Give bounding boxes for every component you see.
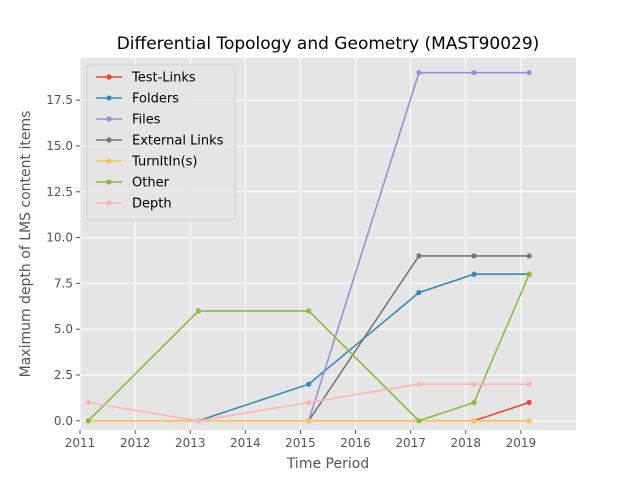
legend-label-other: Other	[132, 176, 170, 191]
legend-marker-other	[106, 179, 112, 185]
series-line-files	[307, 71, 530, 422]
legend-marker-turnitin-s	[106, 158, 112, 164]
x-tick-label: 2018	[451, 436, 482, 450]
y-tick-label: 15.0	[46, 139, 73, 153]
series-line-depth	[88, 383, 530, 422]
data-point-depth	[85, 399, 91, 406]
x-tick-label: 2015	[285, 436, 316, 450]
x-tick-label: 2011	[65, 436, 96, 450]
legend: Test-Links Folders Files External Links Turn…	[86, 64, 236, 221]
series-other	[85, 271, 532, 424]
data-point-folders	[416, 289, 422, 296]
x-tick-label: 2012	[120, 436, 151, 450]
legend-marker-test-links	[106, 74, 112, 80]
data-point-folders	[306, 381, 312, 387]
data-point-depth	[471, 381, 477, 387]
data-point-files	[526, 70, 532, 76]
y-tick-label: 5.0	[54, 322, 73, 336]
data-point-other	[471, 399, 477, 406]
legend-box	[86, 64, 236, 221]
legend-marker-external-links	[106, 137, 112, 143]
data-point-other	[526, 271, 532, 277]
y-tick-label: 17.5	[46, 93, 73, 107]
y-tick-label: 10.0	[46, 231, 73, 245]
data-point-test-links	[526, 399, 532, 406]
series-group	[85, 70, 532, 424]
y-tick-label: 7.5	[54, 276, 73, 290]
chart-title: Differential Topology and Geometry (MAST…	[117, 34, 540, 54]
data-point-files	[416, 70, 422, 76]
y-tick-label: 12.5	[46, 185, 73, 199]
data-point-external-links	[526, 253, 532, 259]
data-point-external-links	[416, 253, 422, 259]
x-tick-label: 2014	[230, 436, 261, 450]
data-point-other	[195, 308, 202, 314]
legend-label-test-links: Test-Links	[131, 71, 196, 86]
y-tick-label: 0.0	[54, 414, 73, 428]
series-line-test-links	[473, 401, 530, 422]
legend-label-turnitin-s: TurnItIn(s)	[131, 155, 197, 170]
x-axis-label: Time Period	[286, 456, 369, 472]
data-point-other	[416, 418, 422, 424]
legend-label-external-links: External Links	[132, 134, 224, 149]
legend-marker-files	[106, 116, 112, 122]
x-tick-label: 2016	[340, 436, 371, 450]
data-point-folders	[471, 271, 477, 277]
series-line-other	[87, 273, 530, 422]
x-tick-label: 2013	[175, 436, 206, 450]
legend-label-depth: Depth	[132, 197, 172, 212]
legend-label-folders: Folders	[132, 92, 179, 107]
series-depth	[85, 381, 532, 424]
x-axis-ticks: 2011 2012 2013 2014 2015 2016 2017 2018 2019	[65, 430, 536, 450]
legend-marker-depth	[106, 200, 112, 206]
legend-marker-folders	[106, 95, 112, 101]
y-tick-label: 2.5	[54, 368, 73, 382]
legend-label-files: Files	[132, 113, 161, 128]
y-axis-label: Maximum depth of LMS content items	[18, 111, 34, 378]
data-point-depth	[416, 381, 422, 387]
data-point-turnitin-s	[306, 418, 312, 424]
series-line-external-links	[308, 255, 530, 422]
data-point-files	[471, 70, 477, 76]
data-point-turnitin-s	[526, 418, 532, 424]
x-tick-label: 2017	[395, 436, 426, 450]
data-point-other	[306, 308, 312, 314]
data-point-external-links	[471, 253, 477, 259]
data-point-depth	[306, 399, 312, 406]
data-point-turnitin-s	[471, 418, 477, 424]
data-point-depth	[526, 381, 532, 387]
y-axis-ticks: 0.0 2.5 5.0 7.5 10.0 12.5 15.0 17.5	[46, 93, 80, 428]
x-tick-label: 2019	[506, 436, 537, 450]
data-point-depth	[195, 418, 202, 424]
data-point-other	[85, 418, 91, 424]
